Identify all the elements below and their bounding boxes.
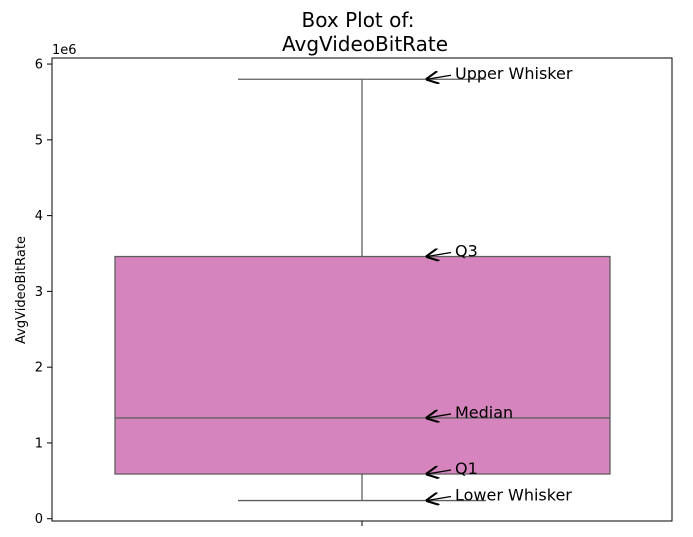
chart-title-line1: Box Plot of: bbox=[302, 8, 415, 32]
annotations: Upper Whisker Q3 Median Q1 Lower Whisker bbox=[427, 64, 573, 504]
y-axis-label: AvgVideoBitRate bbox=[14, 236, 29, 344]
y-tick-label-6: 6 bbox=[35, 58, 43, 73]
y-tick-label-3: 3 bbox=[35, 285, 43, 300]
annotation-label-upper-whisker: Upper Whisker bbox=[455, 64, 573, 83]
y-axis: 0 1 2 3 4 5 6 bbox=[35, 58, 52, 527]
annotation-arrow-q3 bbox=[427, 253, 452, 257]
box-plot bbox=[114, 78, 611, 502]
annotation-arrow-upper-whisker bbox=[427, 75, 452, 79]
annotation-arrow-lower-whisker bbox=[427, 497, 452, 501]
y-tick-label-4: 4 bbox=[35, 209, 43, 224]
y-tick-label-5: 5 bbox=[35, 133, 43, 148]
y-tick-label-1: 1 bbox=[35, 436, 43, 451]
chart-title-line2: AvgVideoBitRate bbox=[282, 32, 448, 56]
annotation-label-median: Median bbox=[455, 403, 513, 422]
y-tick-label-2: 2 bbox=[35, 361, 43, 376]
y-tick-label-0: 0 bbox=[35, 512, 43, 527]
annotation-arrow-q1 bbox=[427, 470, 452, 474]
annotation-label-q1: Q1 bbox=[455, 459, 478, 478]
iqr-box bbox=[114, 255, 611, 475]
y-offset-label: 1e6 bbox=[52, 43, 77, 58]
annotation-arrow-median bbox=[427, 414, 452, 418]
annotation-label-lower-whisker: Lower Whisker bbox=[455, 486, 572, 505]
annotation-label-q3: Q3 bbox=[455, 242, 478, 261]
